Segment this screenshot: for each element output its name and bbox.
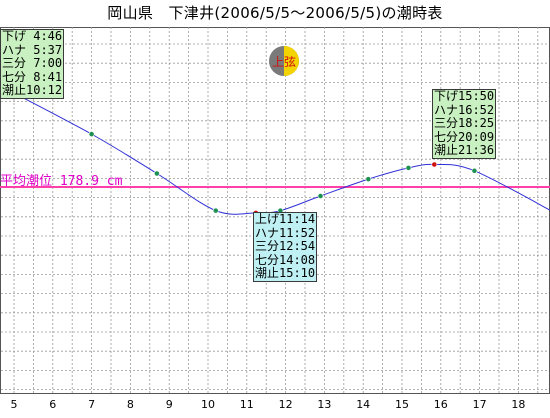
x-tick-label: 10: [201, 398, 215, 411]
moon-light-half: [284, 46, 299, 76]
tide-time-line: 三分 7:00: [2, 56, 63, 71]
x-tick-label: 14: [356, 398, 370, 411]
tide-marker: [431, 161, 438, 168]
tide-marker: [405, 164, 412, 171]
tide-time-line: 潮止21:36: [434, 143, 495, 158]
tide-time-line: 三分12:54: [255, 239, 316, 254]
x-tick-label: 8: [127, 398, 134, 411]
tide-time-line: 潮止15:10: [255, 266, 316, 281]
tide-time-line: 三分18:25: [434, 116, 495, 131]
x-tick-label: 13: [317, 398, 331, 411]
chart-title: 岡山県 下津井(2006/5/5～2006/5/5)の潮時表: [107, 4, 443, 22]
x-tick-label: 17: [473, 398, 487, 411]
tide-markers: [88, 131, 478, 216]
moon-phase-label: 上弦: [272, 54, 296, 69]
tide-time-line: 下げ 4:46: [2, 29, 63, 43]
tide-time-line: 上げ11:14: [255, 212, 316, 226]
tide-marker: [88, 131, 95, 138]
mean-level-label: 平均潮位 178.9 cm: [0, 174, 123, 189]
x-tick-label: 5: [11, 398, 18, 411]
x-tick-label: 12: [279, 398, 293, 411]
tide-time-line: 潮止10:12: [2, 83, 63, 98]
tide-marker: [471, 167, 478, 174]
tide-times-box-right: 下げ15:50 ハナ16:52 三分18:25 七分20:09 潮止21:36: [432, 89, 497, 159]
tide-time-line: ハナ16:52: [434, 102, 495, 117]
x-tick-label: 7: [88, 398, 95, 411]
tide-marker: [154, 170, 160, 177]
tide-marker: [212, 207, 219, 214]
tide-times-box-left: 下げ 4:46 ハナ 5:37 三分 7:00 七分 8:41 潮止10:12: [0, 29, 65, 99]
chart-grid: [0, 27, 550, 394]
tide-curve: [4, 87, 550, 215]
x-tick-label: 11: [240, 398, 254, 411]
x-tick-label: 6: [49, 398, 56, 411]
x-tick-label: 9: [166, 398, 173, 411]
x-tick-label: 15: [395, 398, 409, 411]
tide-marker: [317, 193, 324, 199]
x-tick-label: 18: [511, 398, 525, 411]
tide-times-box-low: 上げ11:14 ハナ11:52 三分12:54 七分14:08 潮止15:10: [253, 212, 318, 282]
tide-time-line: ハナ11:52: [255, 225, 316, 240]
x-tick-label: 16: [434, 398, 448, 411]
tide-time-line: 七分14:08: [255, 252, 316, 267]
tide-time-line: 七分 8:41: [2, 69, 63, 84]
moon-phase-icon: 上弦: [269, 46, 299, 76]
tide-marker: [365, 176, 372, 183]
tide-time-line: 下げ15:50: [434, 89, 495, 103]
tide-time-line: 七分20:09: [434, 129, 495, 144]
x-tick-labels: 5 6 7 8 9 10 11 12 13 14 15 16 17 18: [11, 398, 526, 411]
tide-time-line: ハナ 5:37: [2, 42, 63, 57]
